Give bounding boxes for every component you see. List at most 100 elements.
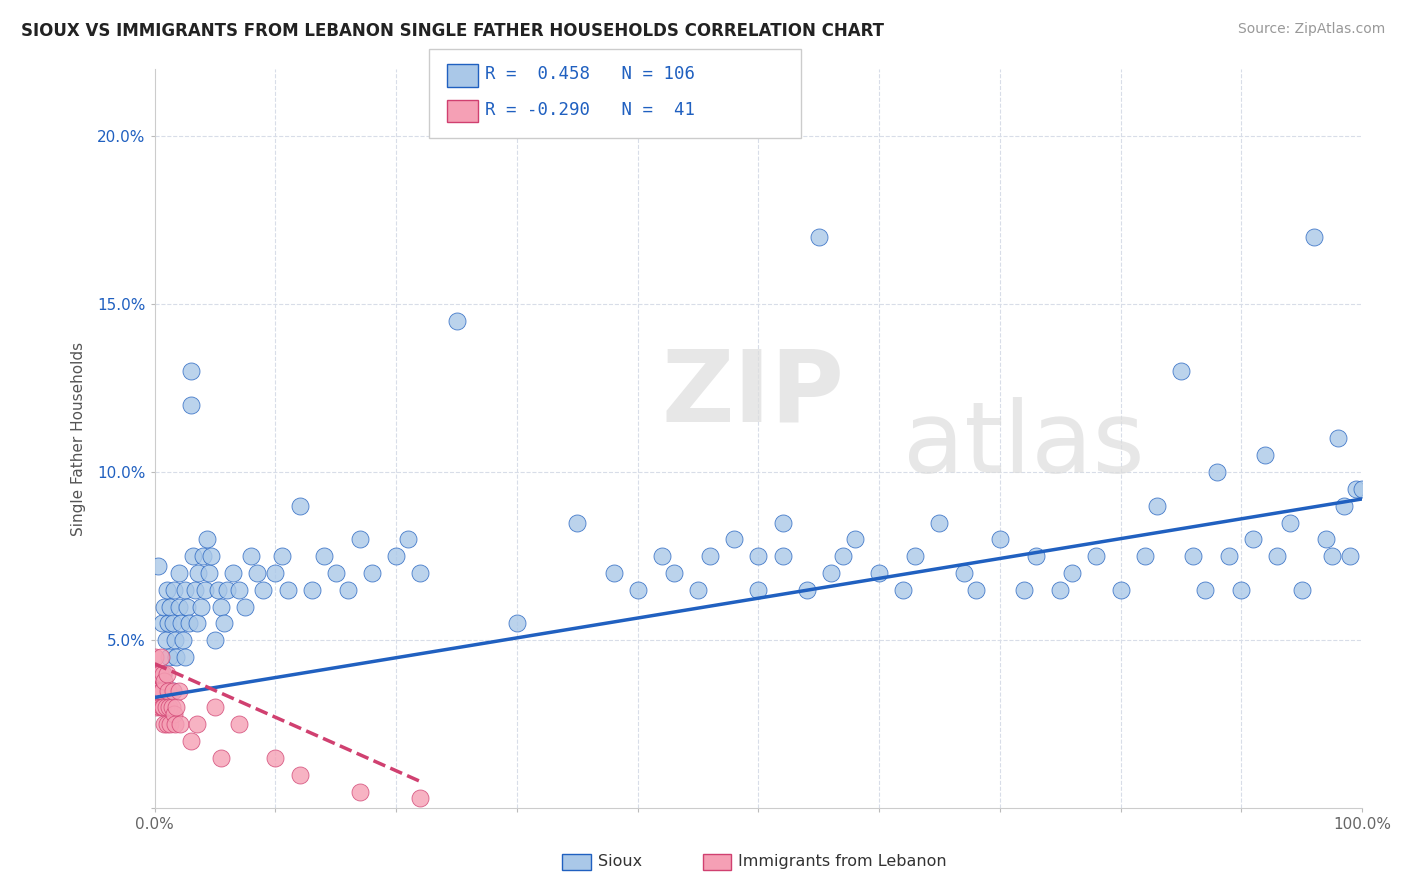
Point — [204, 633, 226, 648]
Point — [409, 791, 432, 805]
Point — [217, 582, 239, 597]
Point — [183, 582, 205, 597]
Point — [1230, 582, 1253, 597]
Point — [167, 599, 190, 614]
Point — [162, 683, 184, 698]
Point — [1339, 549, 1361, 563]
Point — [170, 616, 193, 631]
Point — [928, 516, 950, 530]
Point — [506, 616, 529, 631]
Point — [150, 700, 173, 714]
Point — [177, 616, 200, 631]
Point — [145, 700, 167, 714]
Point — [1254, 448, 1277, 462]
Point — [240, 549, 263, 563]
Point — [167, 683, 190, 698]
Point — [1344, 482, 1367, 496]
Point — [723, 533, 745, 547]
Point — [1351, 482, 1374, 496]
Point — [186, 717, 208, 731]
Point — [567, 516, 589, 530]
Point — [325, 566, 347, 580]
Point — [195, 533, 218, 547]
Point — [190, 599, 212, 614]
Point — [312, 549, 335, 563]
Point — [186, 616, 208, 631]
Point — [174, 582, 197, 597]
Text: R = -0.290   N =  41: R = -0.290 N = 41 — [485, 101, 695, 119]
Text: SIOUX VS IMMIGRANTS FROM LEBANON SINGLE FATHER HOUSEHOLDS CORRELATION CHART: SIOUX VS IMMIGRANTS FROM LEBANON SINGLE … — [21, 22, 884, 40]
Point — [252, 582, 274, 597]
Point — [1320, 549, 1343, 563]
Point — [965, 582, 987, 597]
Point — [153, 717, 176, 731]
Point — [166, 700, 188, 714]
Point — [1025, 549, 1047, 563]
Point — [209, 599, 232, 614]
Point — [1278, 516, 1301, 530]
Point — [228, 717, 250, 731]
Point — [176, 599, 198, 614]
Point — [157, 616, 180, 631]
Point — [222, 566, 245, 580]
Point — [149, 666, 172, 681]
Point — [1133, 549, 1156, 563]
Point — [153, 599, 176, 614]
Point — [772, 516, 794, 530]
Point — [1206, 465, 1229, 479]
Point — [169, 717, 191, 731]
Point — [180, 364, 202, 378]
Point — [165, 633, 187, 648]
Text: Immigrants from Lebanon: Immigrants from Lebanon — [738, 855, 946, 869]
Point — [148, 666, 170, 681]
Point — [194, 582, 217, 597]
Point — [191, 549, 214, 563]
Point — [149, 650, 172, 665]
Point — [148, 683, 170, 698]
Point — [150, 616, 173, 631]
Point — [396, 533, 419, 547]
Point — [1181, 549, 1204, 563]
Point — [747, 582, 769, 597]
Point — [167, 566, 190, 580]
Point — [150, 683, 173, 698]
Point — [153, 673, 176, 688]
Point — [166, 650, 188, 665]
Point — [772, 549, 794, 563]
Y-axis label: Single Father Households: Single Father Households — [72, 342, 86, 535]
Point — [349, 784, 371, 798]
Point — [174, 650, 197, 665]
Point — [198, 566, 221, 580]
Point — [152, 666, 174, 681]
Text: Sioux: Sioux — [598, 855, 641, 869]
Point — [157, 700, 180, 714]
Point — [146, 683, 169, 698]
Point — [1109, 582, 1132, 597]
Point — [1194, 582, 1216, 597]
Point — [1049, 582, 1071, 597]
Point — [207, 582, 229, 597]
Point — [155, 633, 177, 648]
Point — [212, 616, 235, 631]
Point — [952, 566, 974, 580]
Point — [807, 229, 830, 244]
Point — [200, 549, 222, 563]
Point — [686, 582, 709, 597]
Point — [336, 582, 359, 597]
Point — [146, 666, 169, 681]
Point — [844, 533, 866, 547]
Point — [145, 666, 167, 681]
Point — [820, 566, 842, 580]
Point — [149, 700, 172, 714]
Point — [385, 549, 408, 563]
Point — [148, 559, 170, 574]
Text: Source: ZipAtlas.com: Source: ZipAtlas.com — [1237, 22, 1385, 37]
Point — [180, 734, 202, 748]
Point — [988, 533, 1011, 547]
Point — [209, 751, 232, 765]
Point — [233, 599, 256, 614]
Point — [270, 549, 292, 563]
Point — [143, 666, 166, 681]
Point — [409, 566, 432, 580]
Point — [162, 616, 184, 631]
